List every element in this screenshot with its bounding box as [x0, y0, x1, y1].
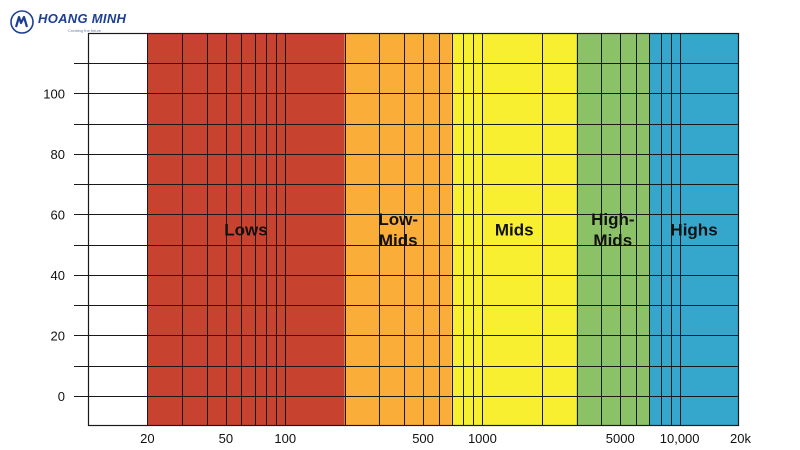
y-tick-label: 60 — [51, 207, 65, 222]
x-tick-label: 50 — [219, 431, 233, 446]
logo-mark-icon — [10, 10, 34, 34]
band-label: Mids — [379, 231, 418, 250]
band-mids — [451, 33, 577, 426]
band-highs — [649, 33, 739, 426]
band-lows — [147, 33, 345, 426]
y-tick-label: 20 — [51, 328, 65, 343]
y-tick-label: 100 — [43, 86, 65, 101]
band-label: Mids — [495, 221, 534, 240]
x-tick-label: 20 — [140, 431, 154, 446]
plot-frame — [87, 32, 740, 427]
x-tick-label: 500 — [412, 431, 434, 446]
logo-brand-text: HOANG MINH — [38, 11, 127, 26]
brand-logo: HOANG MINH Creating the future — [10, 8, 170, 38]
y-grid — [74, 63, 739, 397]
band-label: Highs — [670, 221, 717, 240]
x-tick-label: 1000 — [468, 431, 497, 446]
band-low-mids — [344, 33, 452, 426]
x-tick-label: 20k — [730, 431, 751, 446]
band-label: Lows — [224, 221, 267, 240]
x-tick-label: 10,000 — [660, 431, 700, 446]
y-tick-label: 80 — [51, 147, 65, 162]
x-grid — [147, 33, 681, 426]
y-tick-label: 40 — [51, 268, 65, 283]
x-tick-label: 5000 — [606, 431, 635, 446]
x-tick-label: 100 — [274, 431, 296, 446]
band-label: Mids — [593, 231, 632, 250]
y-tick-label: 0 — [58, 389, 65, 404]
band-label: Low- — [378, 210, 418, 229]
band-high-mids — [576, 33, 650, 426]
logo-tagline: Creating the future — [68, 28, 102, 33]
band-label: High- — [591, 210, 634, 229]
